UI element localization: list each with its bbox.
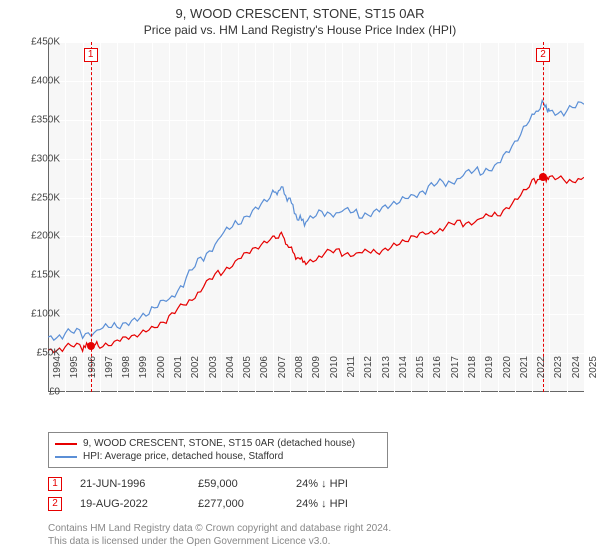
x-axis-tick-label: 2017 [450,356,461,378]
legend-swatch [55,456,77,458]
x-axis-tick-label: 2004 [225,356,236,378]
x-axis-tick-label: 2007 [277,356,288,378]
x-axis-tick-label: 2022 [536,356,547,378]
x-axis-tick-label: 2003 [208,356,219,378]
x-axis-tick-label: 2024 [571,356,582,378]
y-axis-tick-label: £250K [16,192,60,203]
x-axis-tick-label: 1994 [52,356,63,378]
events-table: 1 21-JUN-1996 £59,000 24% ↓ HPI 2 19-AUG-2022… [48,474,386,514]
chart-subtitle: Price paid vs. HM Land Registry's House … [0,21,600,41]
y-axis-tick-label: £300K [16,153,60,164]
x-axis-tick-label: 1999 [138,356,149,378]
events-table-price: £59,000 [198,478,278,490]
x-axis-tick-label: 2012 [363,356,374,378]
y-axis-tick-label: £450K [16,37,60,48]
legend-label: HPI: Average price, detached house, Staf… [83,451,283,462]
chart-container: 9, WOOD CRESCENT, STONE, ST15 0AR Price … [0,0,600,560]
y-axis-tick-label: £200K [16,231,60,242]
x-axis-tick-label: 2006 [259,356,270,378]
legend-item: 9, WOOD CRESCENT, STONE, ST15 0AR (detac… [55,437,381,450]
y-axis-tick-label: £0 [16,387,60,398]
x-axis-tick-label: 2013 [381,356,392,378]
x-axis-tick-label: 2023 [553,356,564,378]
event-badge: 2 [536,48,550,62]
events-table-delta: 24% ↓ HPI [296,478,386,490]
legend-item: HPI: Average price, detached house, Staf… [55,450,381,463]
x-axis-tick-label: 2000 [156,356,167,378]
x-axis-tick-label: 2008 [294,356,305,378]
legend: 9, WOOD CRESCENT, STONE, ST15 0AR (detac… [48,432,388,468]
event-marker-dot [539,173,547,181]
x-axis-tick-label: 2020 [502,356,513,378]
x-axis-tick-label: 2014 [398,356,409,378]
events-table-row: 2 19-AUG-2022 £277,000 24% ↓ HPI [48,494,386,514]
x-axis-tick-label: 2016 [432,356,443,378]
series-line-hpi_stafford [48,101,584,341]
x-axis-tick-label: 2011 [346,356,357,378]
events-table-price: £277,000 [198,498,278,510]
footer-attribution: Contains HM Land Registry data © Crown c… [48,522,391,548]
x-axis-tick-label: 2025 [588,356,599,378]
chart-series-svg [48,42,584,392]
chart-title: 9, WOOD CRESCENT, STONE, ST15 0AR [0,0,600,21]
x-axis-tick-label: 2010 [329,356,340,378]
legend-swatch [55,443,77,445]
events-table-date: 19-AUG-2022 [80,498,180,510]
events-table-badge: 1 [48,477,62,491]
x-axis-tick-label: 2005 [242,356,253,378]
event-badge: 1 [84,48,98,62]
footer-line-1: Contains HM Land Registry data © Crown c… [48,522,391,535]
event-reference-line [543,42,544,392]
events-table-delta: 24% ↓ HPI [296,498,386,510]
chart-plot-area: 12 [48,42,584,392]
events-table-row: 1 21-JUN-1996 £59,000 24% ↓ HPI [48,474,386,494]
x-axis-tick-label: 2015 [415,356,426,378]
event-reference-line [91,42,92,392]
y-axis-tick-label: £100K [16,309,60,320]
event-marker-dot [87,342,95,350]
x-axis-tick-label: 2009 [311,356,322,378]
legend-label: 9, WOOD CRESCENT, STONE, ST15 0AR (detac… [83,438,355,449]
x-axis-tick-label: 2018 [467,356,478,378]
x-axis-tick-label: 1996 [87,356,98,378]
y-axis-tick-label: £400K [16,75,60,86]
y-axis-tick-label: £350K [16,114,60,125]
footer-line-2: This data is licensed under the Open Gov… [48,535,391,548]
x-axis-tick-label: 1997 [104,356,115,378]
x-axis-tick-label: 1998 [121,356,132,378]
y-axis-tick-label: £150K [16,270,60,281]
x-axis-tick-label: 2019 [484,356,495,378]
x-axis-tick-label: 2001 [173,356,184,378]
events-table-date: 21-JUN-1996 [80,478,180,490]
x-axis-tick-label: 2021 [519,356,530,378]
x-axis-tick-label: 1995 [69,356,80,378]
events-table-badge: 2 [48,497,62,511]
x-axis-tick-label: 2002 [190,356,201,378]
